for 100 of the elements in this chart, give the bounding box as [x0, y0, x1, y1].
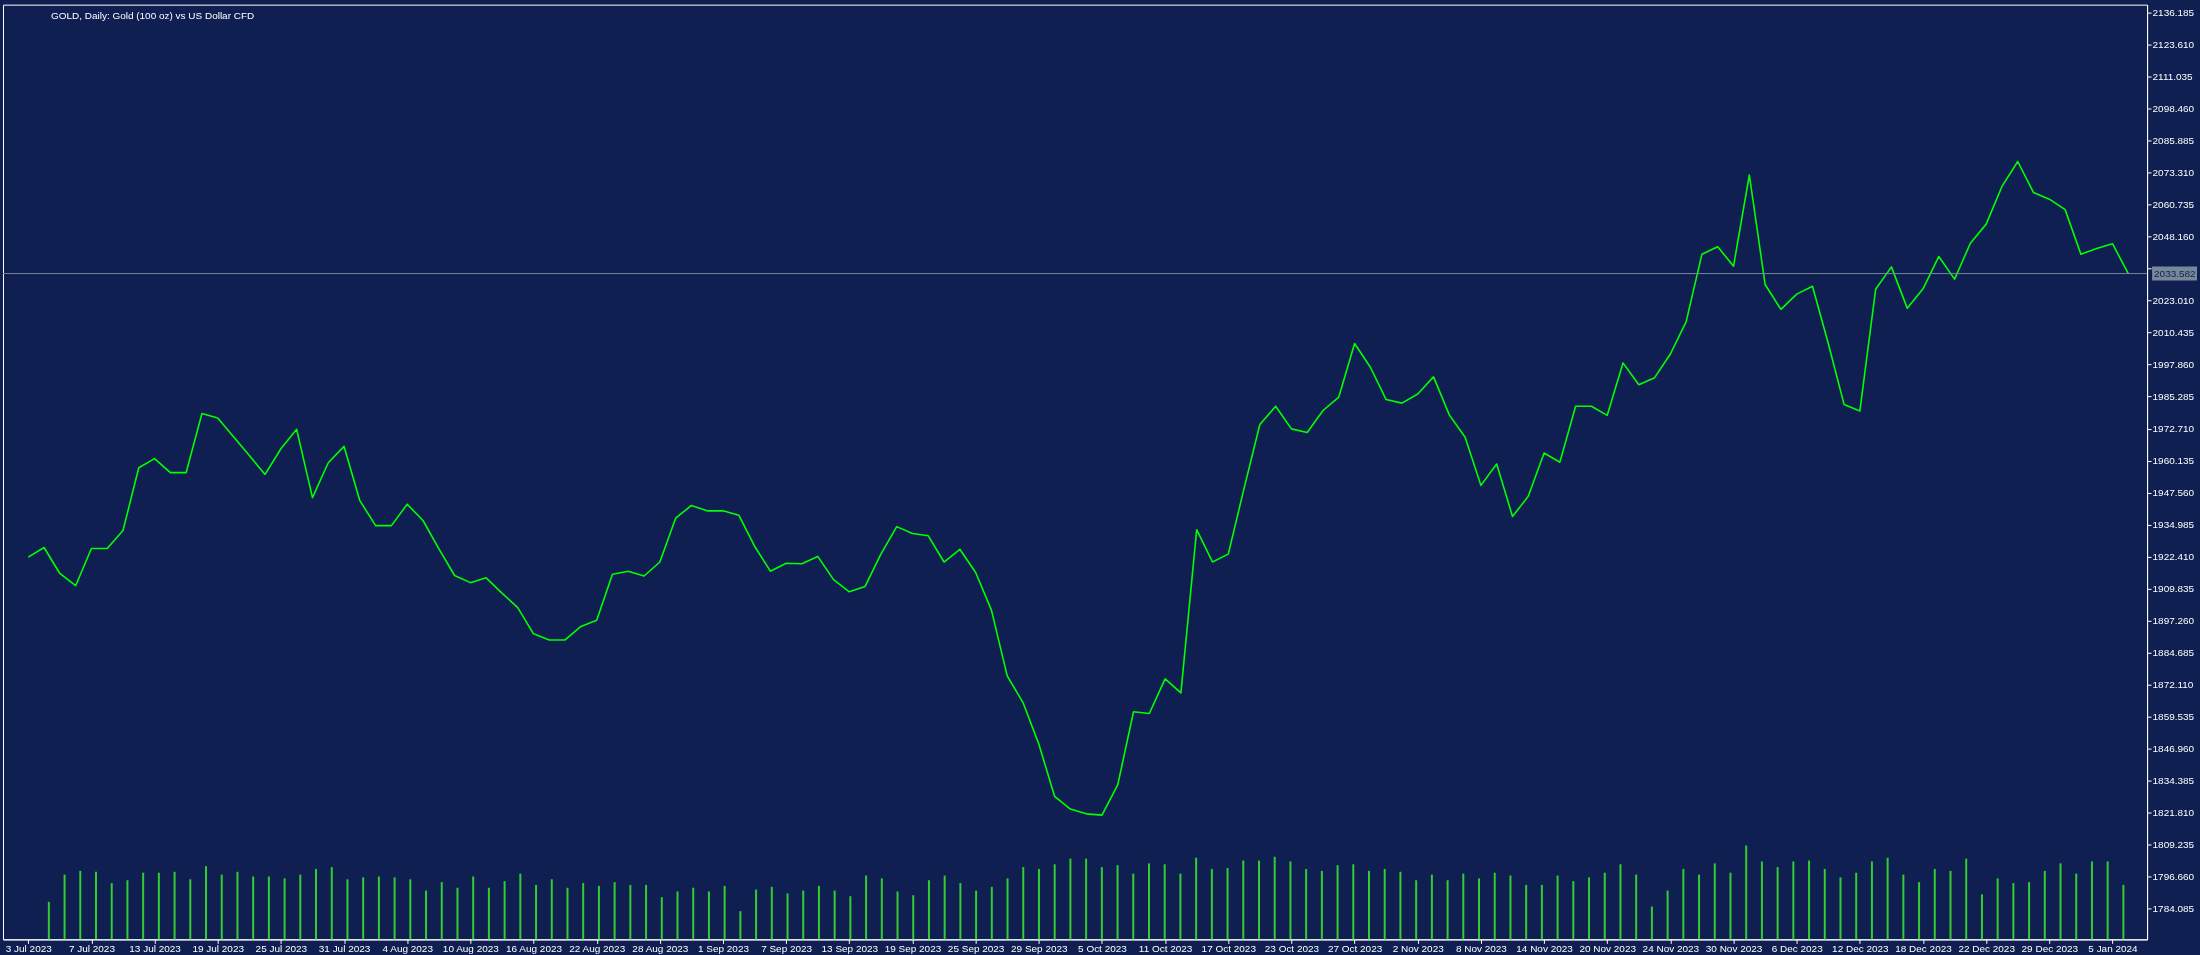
y-tick-label: 1972.710 — [2152, 423, 2195, 435]
x-tick-label: 13 Sep 2023 — [821, 942, 879, 954]
bar — [2106, 861, 2109, 940]
bar — [739, 911, 742, 940]
x-tick-label: 3 Jul 2023 — [5, 942, 53, 954]
bar — [1336, 865, 1339, 940]
bar — [1933, 868, 1936, 940]
bar — [173, 871, 176, 940]
bar — [1666, 890, 1669, 940]
x-tick-label: 28 Aug 2023 — [632, 942, 689, 954]
y-tick-label: 1985.285 — [2152, 391, 2195, 403]
y-tick-label: 1960.135 — [2152, 455, 2195, 467]
bar — [896, 891, 899, 940]
bar — [95, 871, 97, 940]
bar — [723, 885, 726, 940]
x-tick-label: 8 Nov 2023 — [1455, 942, 1508, 954]
bar — [425, 890, 428, 940]
bar — [267, 876, 270, 940]
bar — [2122, 884, 2125, 940]
bar — [817, 885, 820, 940]
bar — [1635, 874, 1638, 940]
bar — [1556, 875, 1559, 940]
bar — [1257, 860, 1260, 940]
bar — [1305, 868, 1308, 940]
bar — [1996, 878, 1999, 940]
y-tick-label: 2136.185 — [2152, 6, 2195, 18]
bar — [362, 877, 365, 940]
y-tick-label: 2048.160 — [2152, 230, 2195, 242]
bar — [456, 887, 459, 940]
bar — [1493, 872, 1496, 940]
bar — [299, 874, 302, 940]
bar — [692, 887, 695, 940]
bar — [1195, 857, 1198, 940]
ref-line-label: 2033.582 — [2154, 267, 2197, 279]
bar — [1980, 894, 1983, 940]
x-tick-label: 27 Oct 2023 — [1327, 942, 1383, 954]
bar — [1210, 868, 1213, 940]
bar — [1273, 856, 1276, 940]
x-tick-label: 13 Jul 2023 — [129, 942, 182, 954]
y-tick-label: 1947.560 — [2152, 487, 2195, 499]
bar — [1540, 884, 1543, 940]
bar — [2075, 873, 2078, 940]
y-tick-label: 1846.960 — [2152, 743, 2195, 755]
bar — [1352, 864, 1355, 940]
bar — [126, 880, 129, 940]
x-tick-label: 19 Jul 2023 — [192, 942, 245, 954]
bar — [1918, 882, 1921, 940]
bar — [487, 887, 490, 940]
x-tick-label: 12 Dec 2023 — [1832, 942, 1890, 954]
y-tick-label: 2123.610 — [2152, 38, 2195, 50]
y-tick-label: 1897.260 — [2152, 615, 2195, 627]
y-tick-label: 2098.460 — [2152, 102, 2195, 114]
x-tick-label: 1 Sep 2023 — [698, 942, 750, 954]
bar — [1289, 861, 1292, 940]
bar — [1100, 867, 1103, 940]
bar — [1179, 873, 1182, 940]
bar — [770, 886, 773, 940]
x-tick-label: 20 Nov 2023 — [1579, 942, 1637, 954]
bar — [1509, 875, 1512, 940]
bar — [1022, 867, 1025, 940]
bar — [205, 866, 208, 940]
y-tick-label: 1934.985 — [2152, 519, 2195, 531]
y-tick-label: 2085.885 — [2152, 134, 2195, 146]
bar — [1053, 864, 1056, 940]
bar — [912, 895, 915, 940]
x-tick-label: 25 Jul 2023 — [255, 942, 308, 954]
x-tick-label: 22 Dec 2023 — [1958, 942, 2016, 954]
bar — [849, 896, 852, 940]
bar — [283, 878, 286, 940]
bar — [975, 890, 978, 940]
bar — [2059, 863, 2062, 940]
x-tick-label: 29 Dec 2023 — [2021, 942, 2079, 954]
y-tick-label: 1884.685 — [2152, 647, 2195, 659]
line-series — [27, 160, 2130, 816]
y-tick-label: 2060.735 — [2152, 198, 2195, 210]
bar — [1902, 874, 1905, 940]
y-tick-label: 1784.085 — [2152, 903, 2195, 915]
x-tick-label: 22 Aug 2023 — [569, 942, 626, 954]
bar — [409, 879, 412, 940]
x-tick-label: 7 Jul 2023 — [68, 942, 116, 954]
y-tick-label: 1997.860 — [2152, 359, 2195, 371]
bar — [1760, 861, 1763, 940]
bar — [1776, 867, 1779, 940]
bar — [1619, 864, 1622, 940]
bar — [927, 880, 930, 940]
bar — [1855, 872, 1858, 940]
bar — [707, 891, 710, 940]
bar — [79, 870, 82, 940]
x-tick-label: 7 Sep 2023 — [761, 942, 813, 954]
bar — [865, 875, 868, 940]
bar — [1588, 877, 1591, 940]
x-tick-label: 11 Oct 2023 — [1138, 942, 1193, 954]
x-tick-label: 29 Sep 2023 — [1011, 942, 1069, 954]
bar — [252, 876, 255, 940]
x-tick-label: 6 Dec 2023 — [1771, 942, 1824, 954]
bar — [566, 887, 569, 940]
bar — [1462, 873, 1465, 940]
x-tick-label: 5 Oct 2023 — [1078, 942, 1128, 954]
bar — [1132, 873, 1135, 940]
y-tick-label: 1809.235 — [2152, 839, 2195, 851]
